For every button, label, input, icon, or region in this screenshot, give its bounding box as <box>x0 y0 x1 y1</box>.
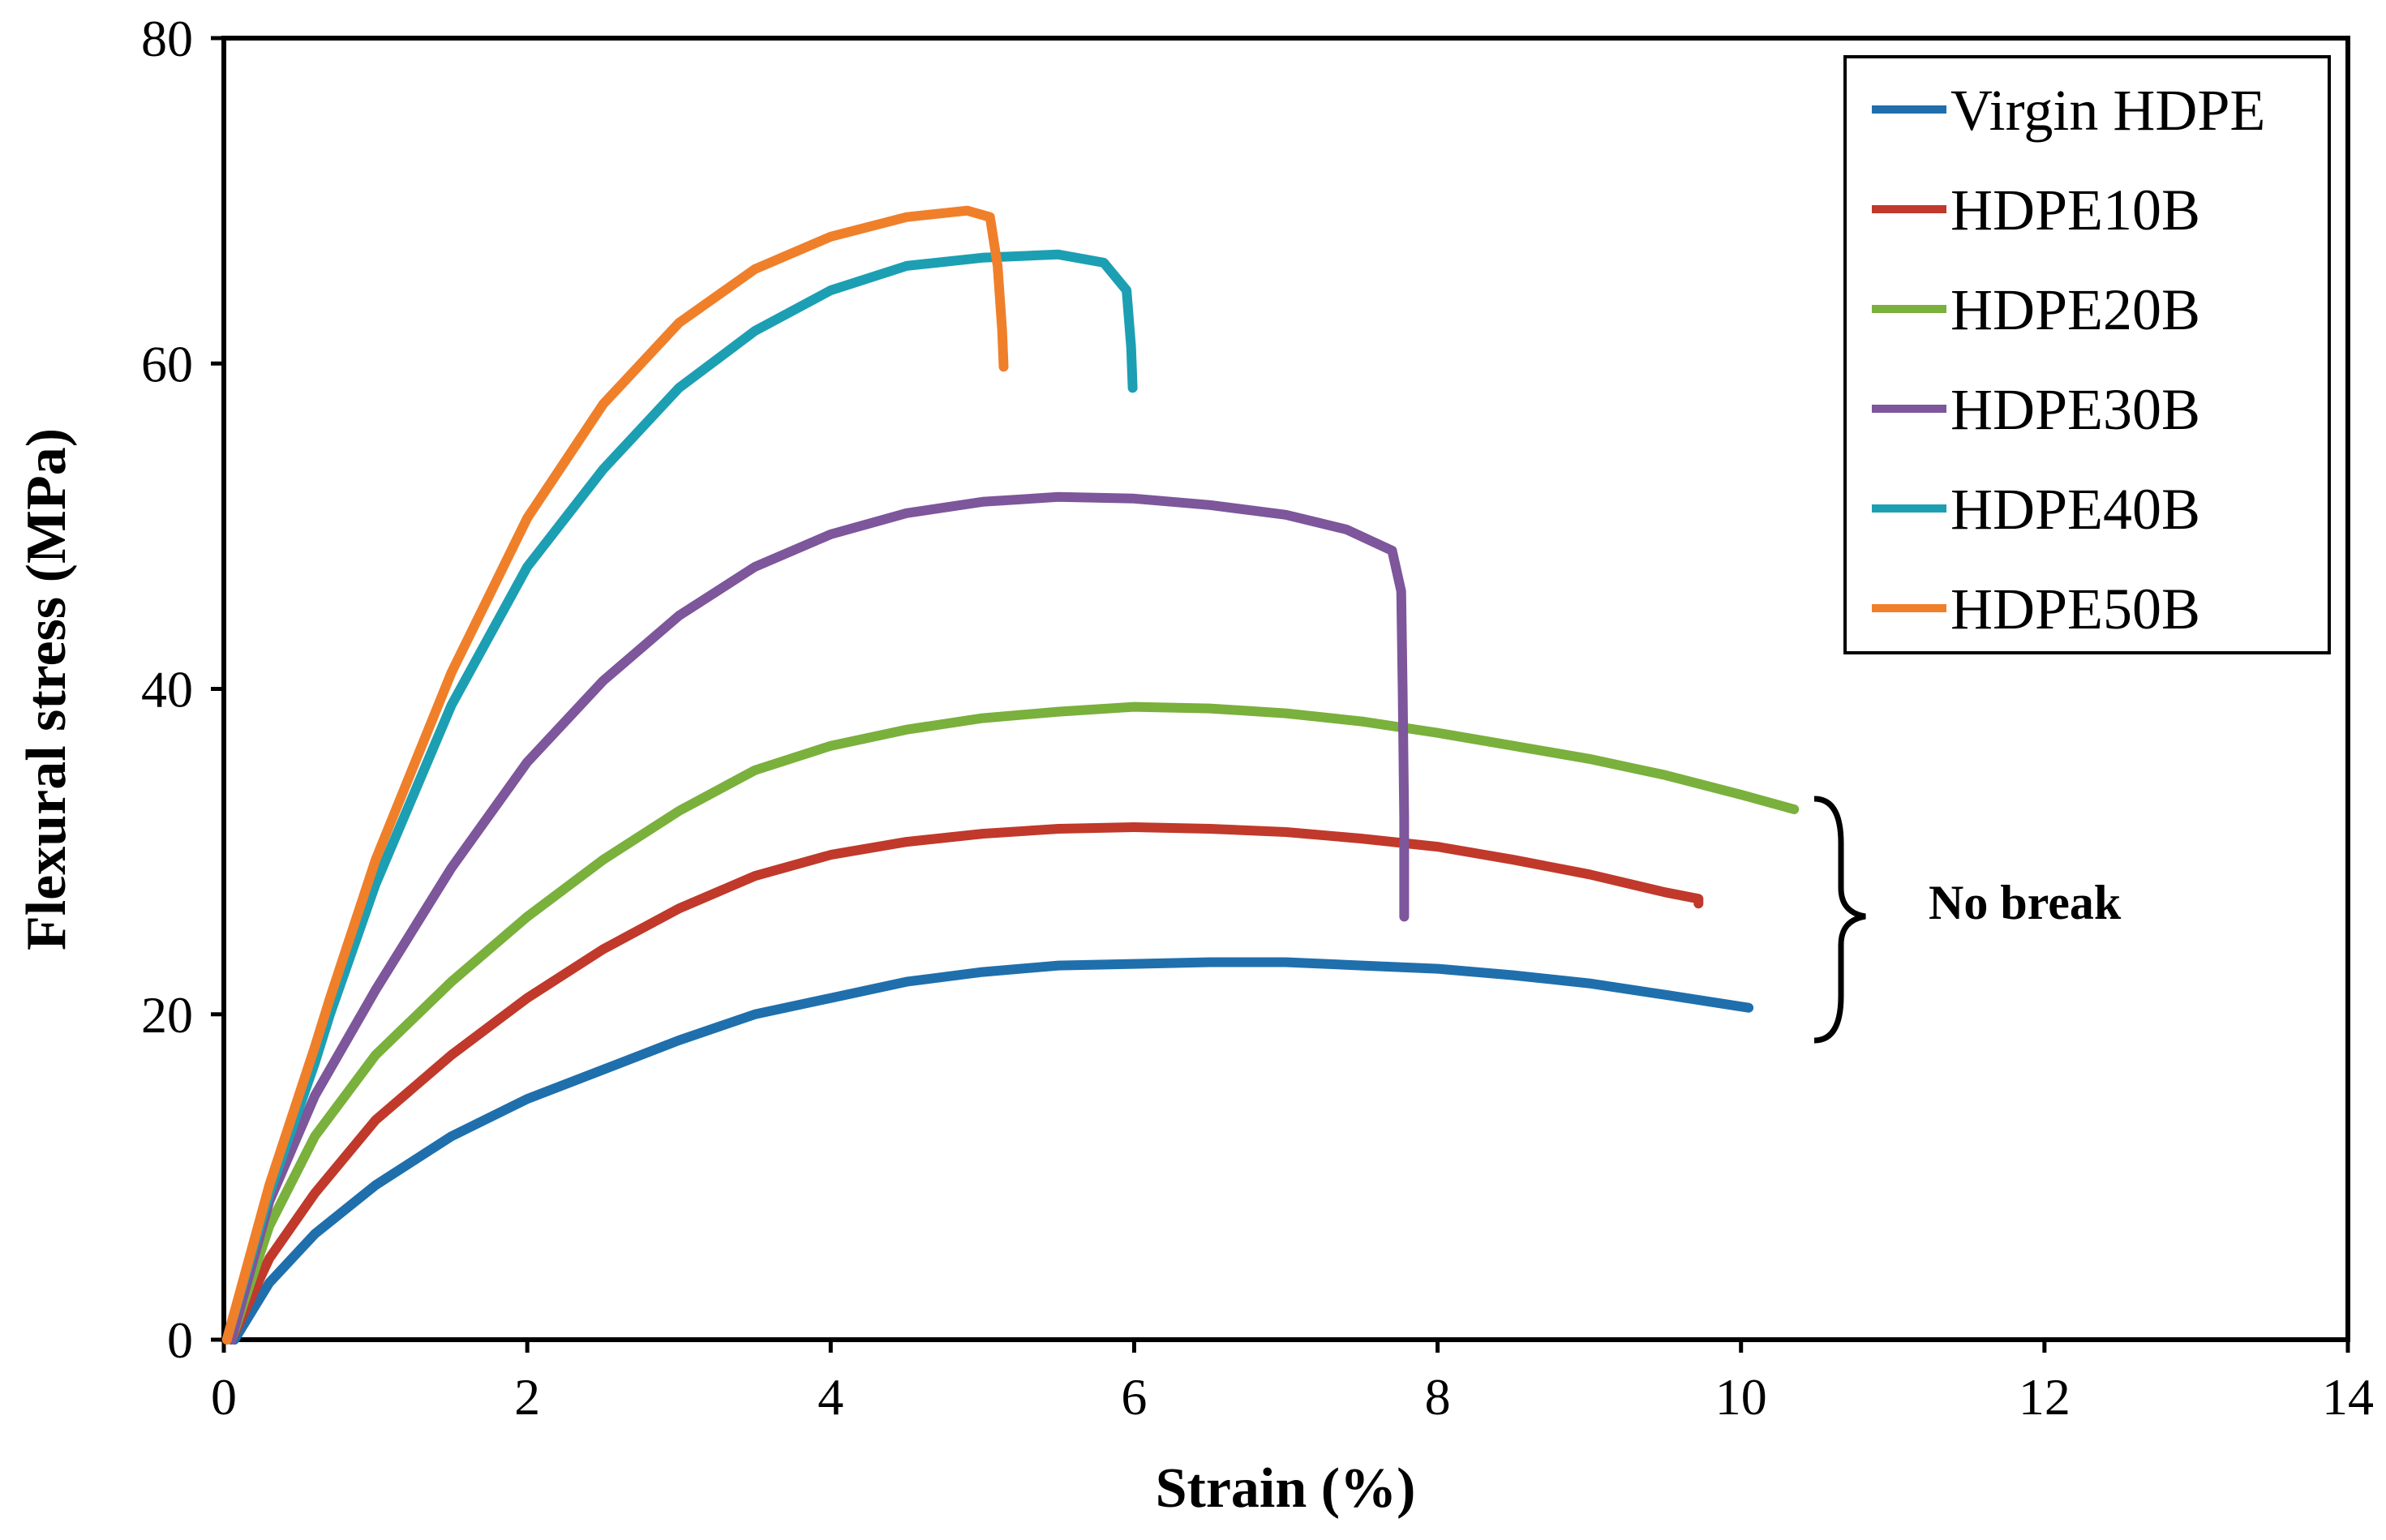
y-tick-label: 80 <box>141 10 193 67</box>
x-tick-label: 8 <box>1425 1368 1451 1426</box>
legend-label: HDPE30B <box>1950 377 2200 442</box>
x-tick-label: 4 <box>818 1368 843 1426</box>
y-tick-label: 20 <box>141 986 193 1044</box>
legend-label: Virgin HDPE <box>1950 78 2265 143</box>
legend-label: HDPE20B <box>1950 277 2200 342</box>
x-axis-ticks: 0 2 4 6 8 10 12 14 <box>211 1340 2374 1426</box>
series-line-hdpe20b <box>226 701 1800 1345</box>
series-line-virgin-hdpe <box>230 957 1754 1345</box>
x-axis-title: Strain (%) <box>1156 1457 1416 1520</box>
y-tick-label: 60 <box>141 335 193 393</box>
series-layer <box>221 205 1800 1345</box>
x-tick-label: 10 <box>1715 1368 1767 1426</box>
no-break-annotation: No break <box>1813 796 2122 1044</box>
y-axis-title: Flexural stress (MPa) <box>15 428 78 950</box>
series-line-hdpe50b <box>221 205 1009 1345</box>
y-axis-ticks: 0 20 40 60 80 <box>141 10 224 1369</box>
no-break-label: No break <box>1929 876 2122 929</box>
x-tick-label: 0 <box>211 1368 237 1426</box>
legend-box <box>1843 55 2331 654</box>
x-tick-label: 12 <box>2019 1368 2071 1426</box>
legend-label: HDPE10B <box>1950 178 2200 242</box>
series-line-hdpe30b <box>226 491 1410 1345</box>
y-tick-label: 0 <box>167 1311 193 1369</box>
legend: Virgin HDPE HDPE10B HDPE20B HDPE30B HDPE40B H… <box>1843 55 2331 654</box>
x-tick-label: 2 <box>514 1368 540 1426</box>
legend-label: HDPE50B <box>1950 577 2200 641</box>
y-tick-label: 40 <box>141 661 193 719</box>
legend-label: HDPE40B <box>1950 477 2200 542</box>
x-tick-label: 6 <box>1121 1368 1147 1426</box>
series-line-hdpe10b <box>226 822 1704 1345</box>
x-tick-label: 14 <box>2322 1368 2374 1426</box>
brace-icon <box>1813 796 1866 1044</box>
